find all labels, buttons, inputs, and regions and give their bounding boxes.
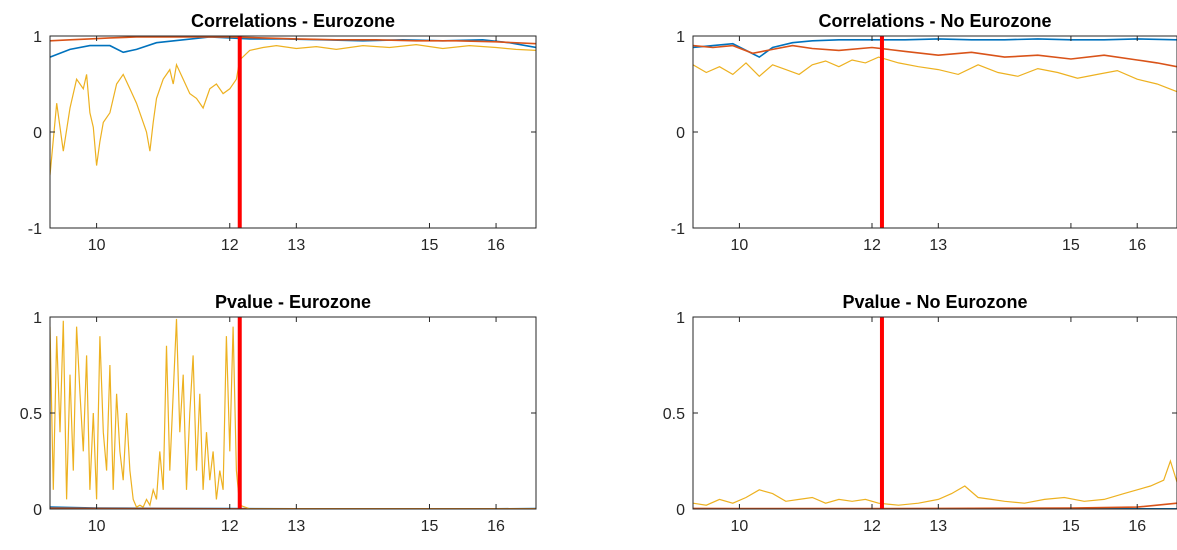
y-tick-label: 0 xyxy=(33,502,42,519)
x-tick-label: 16 xyxy=(1128,518,1146,535)
x-tick-label: 16 xyxy=(487,518,505,535)
series-line-1 xyxy=(50,36,536,58)
x-tick-label: 13 xyxy=(929,237,947,254)
x-tick-label: 15 xyxy=(1062,518,1080,535)
x-tick-label: 12 xyxy=(221,518,239,535)
y-tick-label: 1 xyxy=(676,310,685,327)
series-line-3 xyxy=(50,43,536,176)
x-tick-label: 16 xyxy=(1128,237,1146,254)
series-line-3 xyxy=(50,318,536,509)
x-tick-label: 12 xyxy=(863,237,881,254)
x-tick-label: 15 xyxy=(1062,237,1080,254)
x-tick-label: 10 xyxy=(731,518,749,535)
series-line-2 xyxy=(50,36,536,45)
chart-title: Pvalue - Eurozone xyxy=(215,292,371,312)
y-tick-label: 0 xyxy=(676,502,685,519)
series-line-2 xyxy=(693,44,1177,68)
x-tick-label: 10 xyxy=(731,237,749,254)
y-tick-label: -1 xyxy=(671,221,685,238)
series-line-3 xyxy=(693,459,1177,506)
x-tick-label: 10 xyxy=(88,518,106,535)
chart-title: Pvalue - No Eurozone xyxy=(842,292,1027,312)
y-tick-label: 0.5 xyxy=(20,406,42,423)
axes-box xyxy=(49,35,537,229)
axes-panel-3: Pvalue - Eurozone 10 12 13 15 16 0 0.5 1 xyxy=(20,292,537,535)
axes-panel-4: Pvalue - No Eurozone 10 12 13 15 16 0 0.5 1 xyxy=(663,292,1177,535)
series-line-3 xyxy=(693,56,1177,93)
x-tick-label: 16 xyxy=(487,237,505,254)
y-tick-label: 0.5 xyxy=(663,406,685,423)
y-tick-label: 0 xyxy=(33,125,42,142)
chart-title: Correlations - Eurozone xyxy=(191,11,395,31)
x-tick-label: 13 xyxy=(287,237,305,254)
y-tick-label: 1 xyxy=(676,29,685,46)
chart-title: Correlations - No Eurozone xyxy=(818,11,1051,31)
x-tick-label: 15 xyxy=(421,237,439,254)
y-tick-label: -1 xyxy=(28,221,42,238)
axes-box xyxy=(692,35,1177,229)
axes-box xyxy=(692,316,1177,510)
x-tick-label: 12 xyxy=(221,237,239,254)
x-tick-label: 15 xyxy=(421,518,439,535)
x-tick-label: 13 xyxy=(929,518,947,535)
axes-panel-1: Correlations - Eurozone 10 12 13 15 16 -1 0 1 xyxy=(28,11,537,254)
x-tick-label: 10 xyxy=(88,237,106,254)
x-tick-label: 13 xyxy=(287,518,305,535)
y-tick-label: 1 xyxy=(33,310,42,327)
y-tick-label: 1 xyxy=(33,29,42,46)
axes-panel-2: Correlations - No Eurozone 10 12 13 15 16 -1 0 1 xyxy=(671,11,1177,254)
y-tick-label: 0 xyxy=(676,125,685,142)
series-line-2 xyxy=(693,502,1177,509)
x-tick-label: 12 xyxy=(863,518,881,535)
